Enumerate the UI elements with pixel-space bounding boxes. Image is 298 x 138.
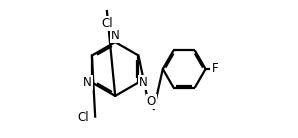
Text: N: N bbox=[83, 76, 92, 89]
Text: N: N bbox=[111, 29, 119, 42]
Text: N: N bbox=[139, 76, 147, 89]
Text: F: F bbox=[212, 63, 218, 75]
Text: Cl: Cl bbox=[101, 17, 113, 30]
Text: Cl: Cl bbox=[77, 112, 89, 124]
Text: O: O bbox=[146, 95, 156, 108]
